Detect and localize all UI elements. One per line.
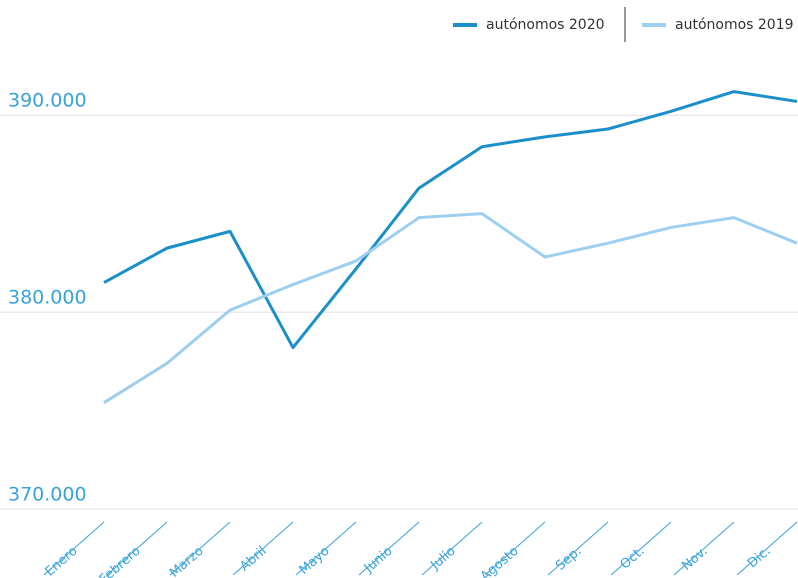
x-tick-label: Agosto xyxy=(478,544,522,578)
x-tick-label: Marzo xyxy=(167,544,207,578)
x-tick-label: Sep. xyxy=(553,544,584,574)
x-tick-line xyxy=(610,521,672,576)
x-tick-label: Mayo xyxy=(296,544,332,578)
x-tick-line xyxy=(358,521,420,576)
x-tick-label: Junio xyxy=(361,544,396,577)
legend-label: autónomos 2019 xyxy=(675,17,794,33)
y-tick-label: 380.000 xyxy=(8,287,87,309)
series-line xyxy=(103,212,798,404)
x-tick-line xyxy=(736,521,798,576)
x-tick-line xyxy=(673,521,735,576)
x-tick-label: Dic. xyxy=(745,544,774,572)
x-tick-label: Enero xyxy=(43,544,81,578)
x-tick-line xyxy=(232,521,294,576)
x-tick-line xyxy=(421,521,483,576)
legend-label: autónomos 2020 xyxy=(486,17,605,33)
x-tick-line xyxy=(547,521,609,576)
x-tick-line xyxy=(484,521,546,576)
y-tick-label: 370.000 xyxy=(8,484,87,506)
series-line xyxy=(103,90,798,350)
x-tick-label: Nov. xyxy=(679,544,710,574)
y-tick-label: 390.000 xyxy=(8,90,87,112)
x-tick-label: Oct. xyxy=(618,544,648,573)
x-tick-line xyxy=(295,521,357,576)
x-tick-label: Abril xyxy=(237,544,269,575)
x-tick-label: Julio xyxy=(427,544,458,574)
x-tick-line xyxy=(43,521,105,576)
x-tick-line xyxy=(106,521,168,576)
x-tick-label: Febrero xyxy=(97,544,144,578)
x-tick-line xyxy=(169,521,231,576)
